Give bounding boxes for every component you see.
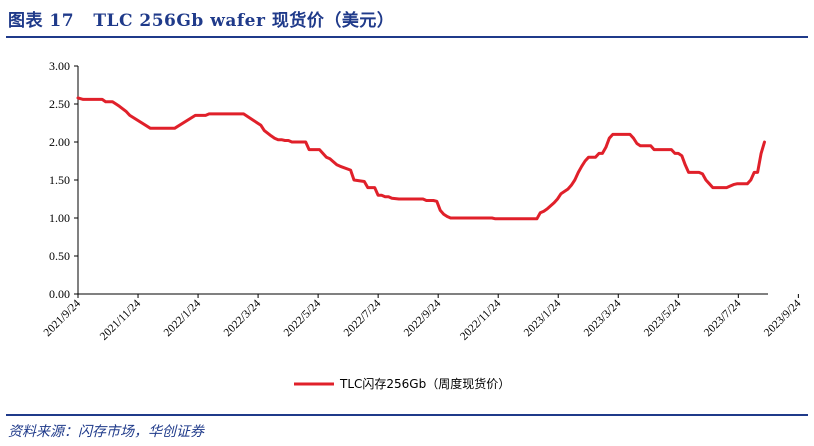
series-line bbox=[76, 96, 766, 221]
y-tick-label: 1.00 bbox=[49, 211, 70, 225]
source-divider bbox=[6, 414, 808, 416]
x-tick-label: 2021/9/24 bbox=[42, 297, 84, 339]
y-tick-label: 0.50 bbox=[49, 249, 70, 263]
x-axis: 2021/9/24 2021/11/24 2022/1/24 2022/3/24 202… bbox=[42, 293, 804, 343]
legend: TLC闪存256Gb（周度现货价） bbox=[294, 376, 510, 391]
x-tick-label: 2023/5/24 bbox=[642, 297, 684, 339]
x-tick-label: 2023/9/24 bbox=[762, 297, 804, 339]
y-tick-label: 0.00 bbox=[49, 287, 70, 301]
y-tick-label: 3.00 bbox=[49, 59, 70, 73]
series-layer bbox=[76, 96, 766, 221]
x-tick-label: 2022/5/24 bbox=[282, 297, 324, 339]
x-tick-label: 2022/9/24 bbox=[402, 297, 444, 339]
x-tick-label: 2023/3/24 bbox=[582, 297, 624, 339]
y-tick-label: 2.50 bbox=[49, 97, 70, 111]
x-tick-label: 2023/7/24 bbox=[702, 297, 744, 339]
legend-label: TLC闪存256Gb（周度现货价） bbox=[339, 376, 510, 391]
x-tick-label: 2023/1/24 bbox=[522, 297, 564, 339]
y-axis: 0.00 0.50 1.00 1.50 2.00 2.50 3.00 bbox=[49, 59, 79, 301]
x-tick-label: 2022/11/24 bbox=[458, 297, 503, 342]
y-tick-label: 2.00 bbox=[49, 135, 70, 149]
x-tick-label: 2022/3/24 bbox=[222, 297, 264, 339]
x-tick-label: 2021/11/24 bbox=[98, 297, 143, 342]
x-tick-label: 2022/1/24 bbox=[162, 297, 204, 339]
x-tick-label: 2022/7/24 bbox=[342, 297, 384, 339]
figure-title: 图表 17 TLC 256Gb wafer 现货价（美元） bbox=[8, 6, 394, 31]
y-tick-label: 1.50 bbox=[49, 173, 70, 187]
figure-label: 图表 17 bbox=[8, 11, 75, 31]
title-divider bbox=[6, 36, 808, 38]
source-note: 资料来源：闪存市场，华创证券 bbox=[8, 424, 204, 440]
chart-title: TLC 256Gb wafer 现货价（美元） bbox=[93, 11, 395, 31]
